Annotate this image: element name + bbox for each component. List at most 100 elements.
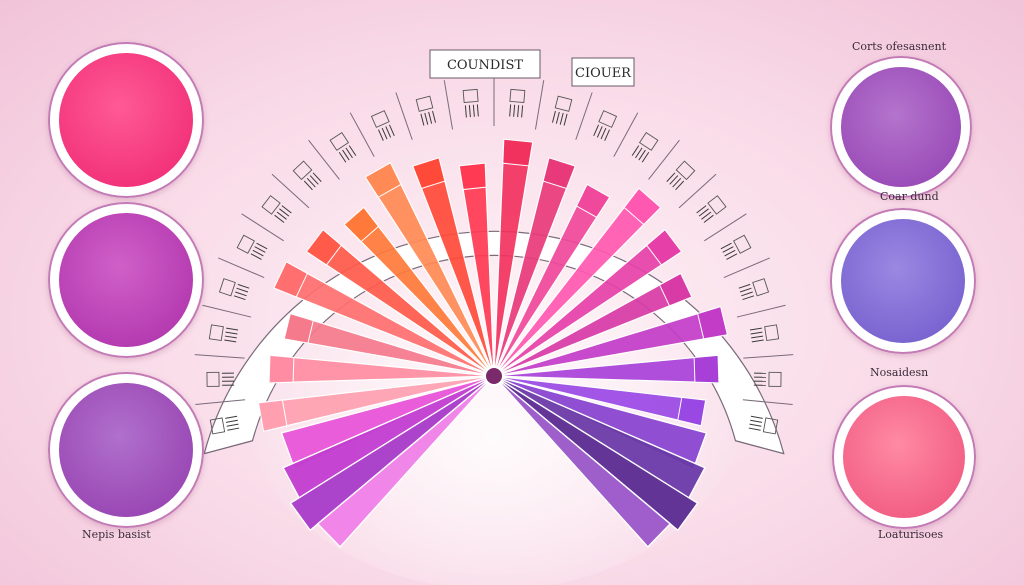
tick-scribble: [378, 129, 384, 141]
band-cell-box: [292, 160, 313, 181]
caption-right-2: Coar dund: [880, 190, 939, 203]
tick-scribble: [751, 335, 764, 339]
swatch-left-1-color: [59, 53, 193, 187]
band-cell-box: [329, 131, 350, 151]
band-cell-box: [752, 278, 770, 297]
tick-scribble: [388, 124, 395, 137]
swatch-right-2-color: [841, 219, 965, 343]
swatch-left-2: [48, 202, 204, 358]
band-divider: [349, 112, 375, 157]
tick-scribble: [631, 145, 640, 156]
top-center-label-box: [429, 49, 541, 79]
band-cell-box: [638, 131, 659, 151]
tick-scribble: [312, 172, 322, 182]
band-cell-box: [733, 234, 752, 254]
fan-pivot: [484, 366, 504, 386]
band-divider: [194, 354, 245, 359]
tick-scribble: [749, 423, 762, 427]
tick-scribble: [748, 427, 761, 431]
fan-ray-tip: [693, 354, 720, 384]
tick-scribble: [281, 205, 292, 214]
band-divider: [534, 80, 545, 130]
band-cell-box: [764, 324, 780, 342]
band-cell-box: [762, 417, 779, 435]
tick-scribble: [303, 180, 313, 191]
tick-scribble: [596, 126, 603, 138]
tick-scribble: [225, 415, 238, 419]
band-divider: [743, 354, 794, 359]
tick-scribble: [563, 113, 568, 126]
tick-scribble: [472, 104, 475, 117]
tick-scribble: [722, 246, 734, 253]
tick-scribble: [424, 112, 429, 125]
fan-ray-tip: [305, 228, 342, 266]
band-divider: [723, 257, 770, 279]
fan-ray-tip: [364, 162, 402, 198]
band-divider: [395, 92, 413, 140]
top-center-label: COUNDIST: [447, 58, 523, 73]
band-divider: [678, 173, 717, 209]
lower-blade: [316, 375, 495, 548]
swatch-right-3: [832, 385, 976, 529]
tick-scribble: [224, 335, 237, 339]
tick-scribble: [226, 423, 239, 427]
tick-scribble: [638, 149, 646, 161]
tick-scribble: [306, 177, 316, 188]
lower-blade: [493, 375, 672, 548]
top-right-label-box: [571, 57, 635, 87]
fan-ray-tip: [268, 354, 295, 384]
tick-scribble: [345, 147, 353, 159]
band-cell-box: [462, 88, 479, 104]
tick-scribble: [741, 291, 753, 297]
band-cell-box: [236, 234, 255, 254]
band-cell-box: [598, 110, 618, 128]
tick-scribble: [227, 427, 240, 431]
tick-scribble: [342, 149, 350, 161]
fan-ray-tip: [575, 183, 611, 218]
tick-scribble: [555, 111, 560, 124]
band-divider: [613, 112, 639, 157]
fan-ray-tip: [658, 272, 693, 307]
tick-scribble: [604, 129, 610, 141]
fan-ray-tip: [646, 228, 683, 266]
band-cell-box: [370, 110, 390, 128]
band-cell-box: [261, 195, 281, 215]
band-cell-box: [206, 371, 220, 387]
swatch-left-2-color: [59, 213, 193, 347]
band-cell-box: [218, 278, 236, 297]
swatch-left-3-color: [59, 383, 193, 517]
fan-ray-tip: [283, 312, 314, 344]
tick-scribble: [593, 124, 600, 137]
swatch-left-3: [48, 372, 204, 528]
fan-ray-tip: [458, 162, 487, 191]
tick-scribble: [635, 147, 643, 159]
fan-ray-tip: [343, 206, 380, 243]
tick-scribble: [348, 145, 357, 156]
tick-scribble: [274, 214, 285, 223]
fan-ray-tip: [542, 157, 576, 190]
band-divider: [308, 139, 340, 180]
tick-scribble: [381, 127, 388, 140]
tick-scribble: [517, 105, 520, 118]
tick-scribble: [742, 295, 755, 301]
tick-scribble: [703, 214, 714, 223]
tick-scribble: [750, 415, 763, 419]
swatch-right-1: [830, 56, 972, 198]
tick-scribble: [696, 205, 707, 214]
tick-scribble: [235, 291, 247, 297]
band-cell-box: [208, 324, 224, 342]
fan-ray-tip: [697, 305, 728, 340]
band-cell-box: [675, 160, 696, 181]
swatch-right-1-color: [841, 67, 961, 187]
tick-scribble: [738, 283, 751, 289]
band-divider: [204, 440, 253, 455]
tick-scribble: [385, 126, 392, 138]
band-divider: [736, 304, 786, 318]
tick-scribble: [432, 110, 436, 123]
caption-right-3: Nosaidesn: [870, 366, 929, 379]
fan-rays: [257, 138, 728, 432]
tick-scribble: [559, 112, 564, 125]
tick-scribble: [666, 172, 676, 182]
tick-scribble: [464, 105, 467, 118]
